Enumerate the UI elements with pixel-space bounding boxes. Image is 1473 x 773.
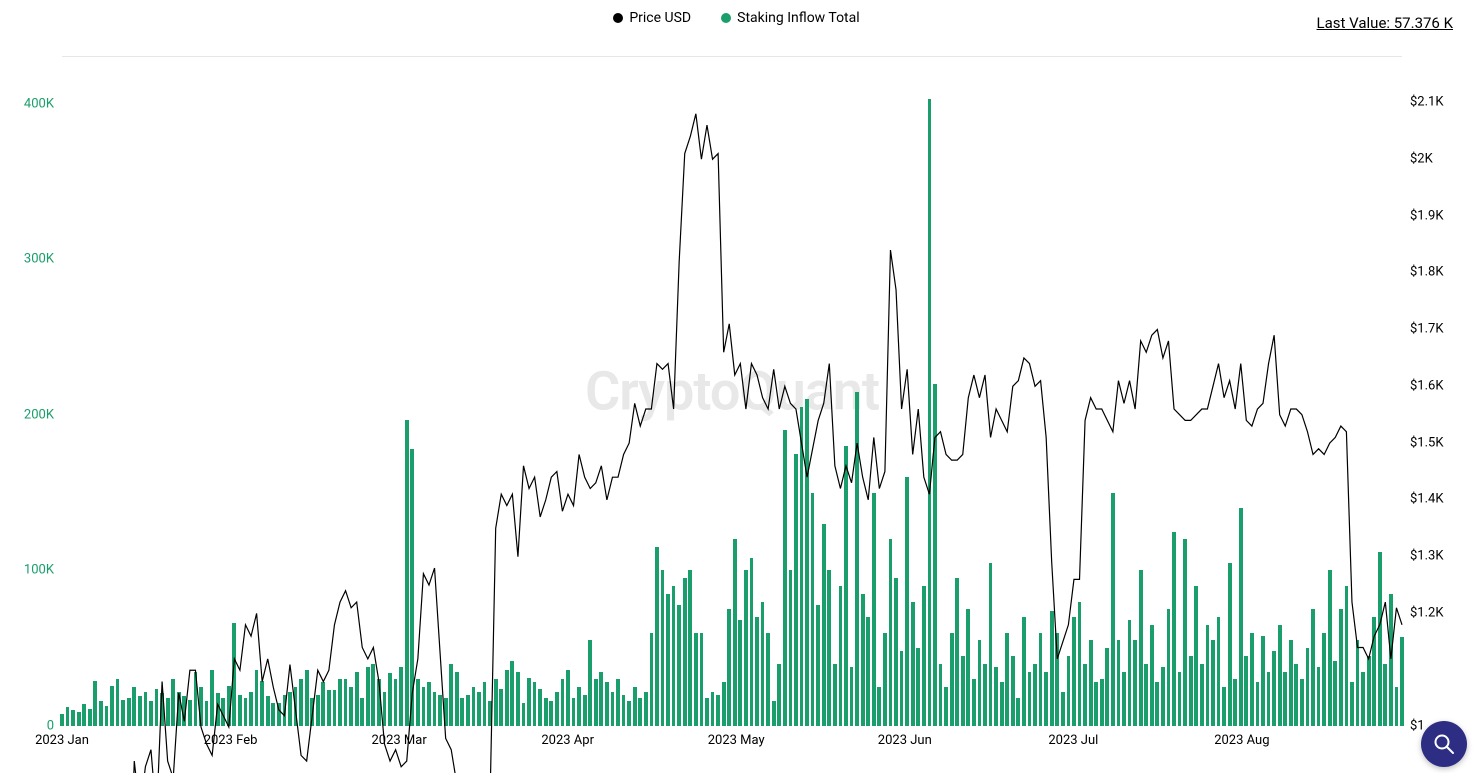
y-left-tick: 0 xyxy=(47,719,62,734)
legend-label-price: Price USD xyxy=(629,10,691,26)
magnify-icon xyxy=(1432,732,1456,756)
plot-area[interactable]: CryptoQuant 0100K200K300K400K$1$1.2K$1.3… xyxy=(62,56,1402,726)
y-right-tick: $1.2K xyxy=(1402,605,1444,620)
y-right-tick: $1.7K xyxy=(1402,322,1444,337)
x-tick: 2023 Aug xyxy=(1214,733,1269,748)
legend-item-inflow[interactable]: Staking Inflow Total xyxy=(721,10,860,26)
legend-dot-inflow xyxy=(721,13,731,23)
y-right-tick: $2K xyxy=(1402,152,1433,167)
y-right-tick: $1.6K xyxy=(1402,378,1444,393)
y-right-tick: $1.9K xyxy=(1402,208,1444,223)
y-left-tick: 400K xyxy=(24,96,62,111)
x-tick: 2023 Jul xyxy=(1048,733,1098,748)
legend-item-price[interactable]: Price USD xyxy=(613,10,691,26)
y-right-tick: $1 xyxy=(1402,719,1425,734)
y-left-tick: 100K xyxy=(24,563,62,578)
x-tick: 2023 Feb xyxy=(204,733,258,748)
legend-label-inflow: Staking Inflow Total xyxy=(737,10,860,26)
x-tick: 2023 Apr xyxy=(541,733,594,748)
x-tick: 2023 Mar xyxy=(371,733,426,748)
x-tick: 2023 May xyxy=(708,733,765,748)
x-tick: 2023 Jan xyxy=(35,733,89,748)
y-right-tick: $1.3K xyxy=(1402,548,1444,563)
chart-root: Price USD Staking Inflow Total Last Valu… xyxy=(0,0,1473,773)
legend-dot-price xyxy=(613,13,623,23)
zoom-fab[interactable] xyxy=(1421,721,1467,767)
last-value-label[interactable]: Last Value: 57.376 K xyxy=(1317,14,1453,32)
price-line xyxy=(62,57,1402,773)
y-right-tick: $1.8K xyxy=(1402,265,1444,280)
y-right-tick: $1.4K xyxy=(1402,492,1444,507)
y-left-tick: 300K xyxy=(24,252,62,267)
y-left-tick: 200K xyxy=(24,407,62,422)
legend: Price USD Staking Inflow Total xyxy=(0,10,1473,26)
y-right-tick: $2.1K xyxy=(1402,95,1444,110)
y-right-tick: $1.5K xyxy=(1402,435,1444,450)
x-tick: 2023 Jun xyxy=(878,733,932,748)
